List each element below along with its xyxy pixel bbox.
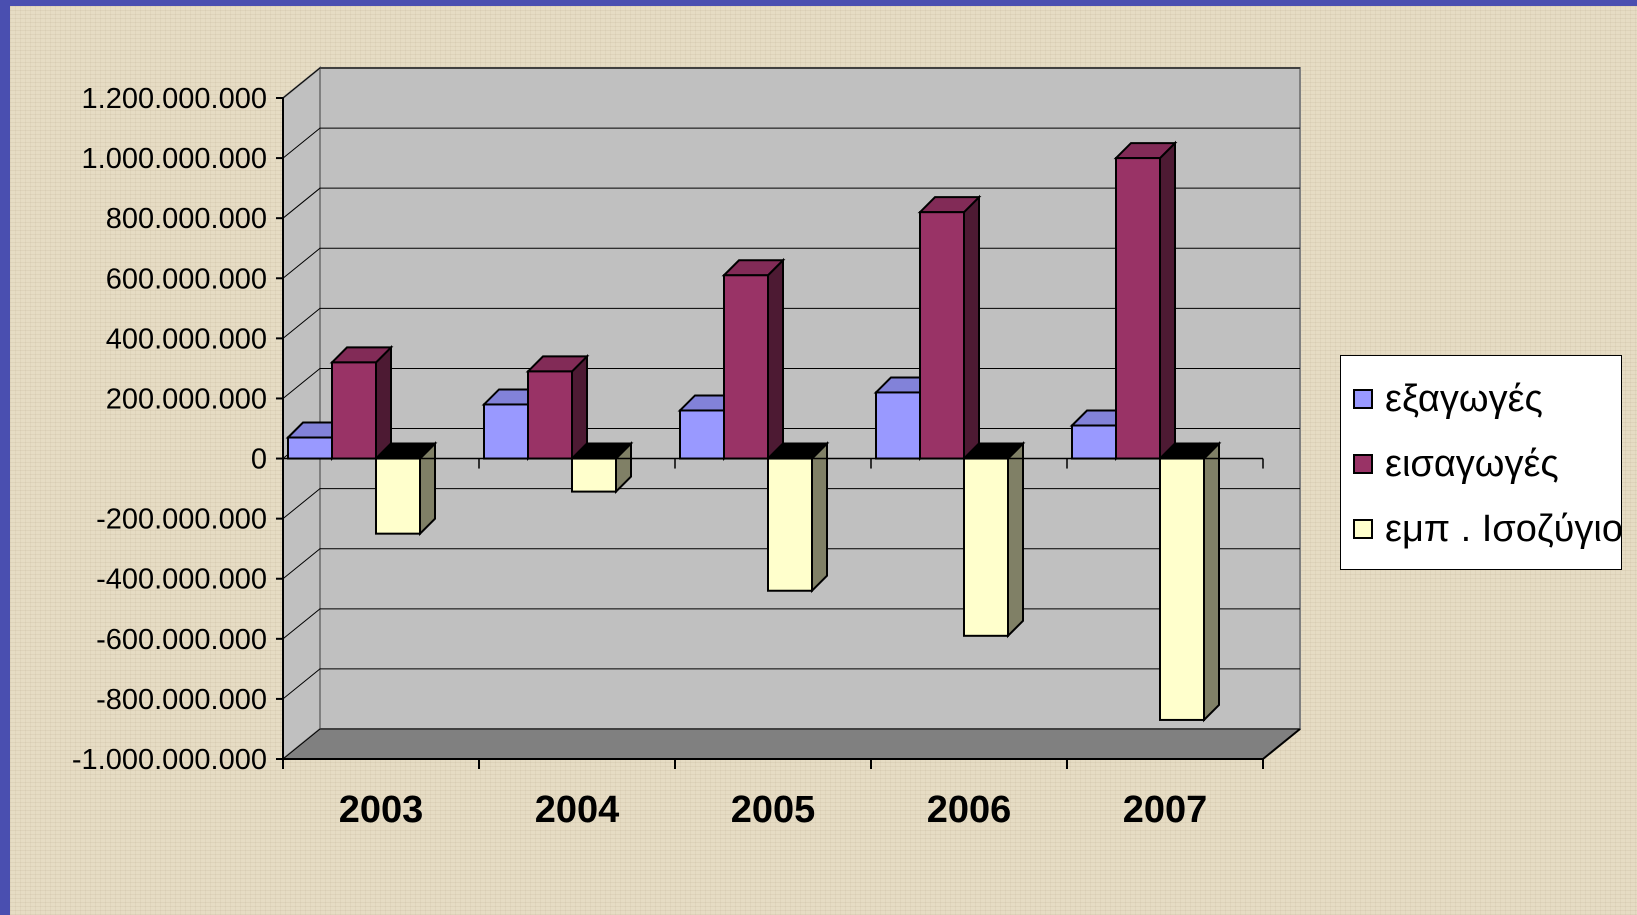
x-category-label-2007: 2007 <box>1123 789 1208 831</box>
legend-item-trade-balance: εμπ . Ισοζύγιο <box>1353 509 1623 549</box>
y-tick-label-9: -600.000.000 <box>96 624 267 656</box>
y-tick-label-4: 400.000.000 <box>106 323 267 355</box>
bar-trade-balance-2003 <box>376 444 435 534</box>
y-tick-label-6: 0 <box>251 444 267 476</box>
x-category-label-2003: 2003 <box>339 789 424 831</box>
floor <box>283 729 1300 759</box>
legend-item-imports: εισαγωγές <box>1353 444 1559 484</box>
legend-swatch-trade-balance <box>1353 519 1373 539</box>
x-category-label-2004: 2004 <box>535 789 620 831</box>
y-tick-label-7: -200.000.000 <box>96 504 267 536</box>
legend: εξαγωγές εισαγωγές εμπ . Ισοζύγιο <box>1340 355 1622 570</box>
bar-trade-balance-2006 <box>964 444 1023 636</box>
legend-item-exports: εξαγωγές <box>1353 379 1543 419</box>
x-category-label-2005: 2005 <box>731 789 816 831</box>
side-wall <box>283 68 320 759</box>
y-tick-label-3: 600.000.000 <box>106 263 267 295</box>
legend-swatch-imports <box>1353 454 1373 474</box>
y-tick-label-5: 200.000.000 <box>106 383 267 415</box>
bar-imports-2004 <box>528 356 587 458</box>
legend-swatch-exports <box>1353 389 1373 409</box>
y-tick-label-10: -800.000.000 <box>96 684 267 716</box>
legend-label-exports: εξαγωγές <box>1385 378 1543 421</box>
x-category-label-2006: 2006 <box>927 789 1012 831</box>
y-axis-tick-labels: 1.200.000.000 1.000.000.000 800.000.000 600… <box>72 83 267 776</box>
bar-imports-2007 <box>1116 143 1175 458</box>
legend-label-imports: εισαγωγές <box>1385 443 1559 486</box>
legend-label-trade-balance: εμπ . Ισοζύγιο <box>1385 508 1623 551</box>
y-tick-label-1: 1.000.000.000 <box>82 143 267 175</box>
bar-trade-balance-2004 <box>572 444 631 492</box>
y-tick-label-2: 800.000.000 <box>106 203 267 235</box>
y-tick-label-11: -1.000.000.000 <box>72 744 267 776</box>
y-tick-label-0: 1.200.000.000 <box>82 83 267 115</box>
x-axis-category-labels: 2003 2004 2005 2006 2007 <box>339 789 1208 831</box>
bar-imports-2003 <box>332 347 391 458</box>
bar-imports-2006 <box>920 197 979 458</box>
bar-trade-balance-2007 <box>1160 444 1219 720</box>
y-tick-label-8: -400.000.000 <box>96 564 267 596</box>
bar-imports-2005 <box>724 260 783 458</box>
bar-trade-balance-2005 <box>768 444 827 591</box>
